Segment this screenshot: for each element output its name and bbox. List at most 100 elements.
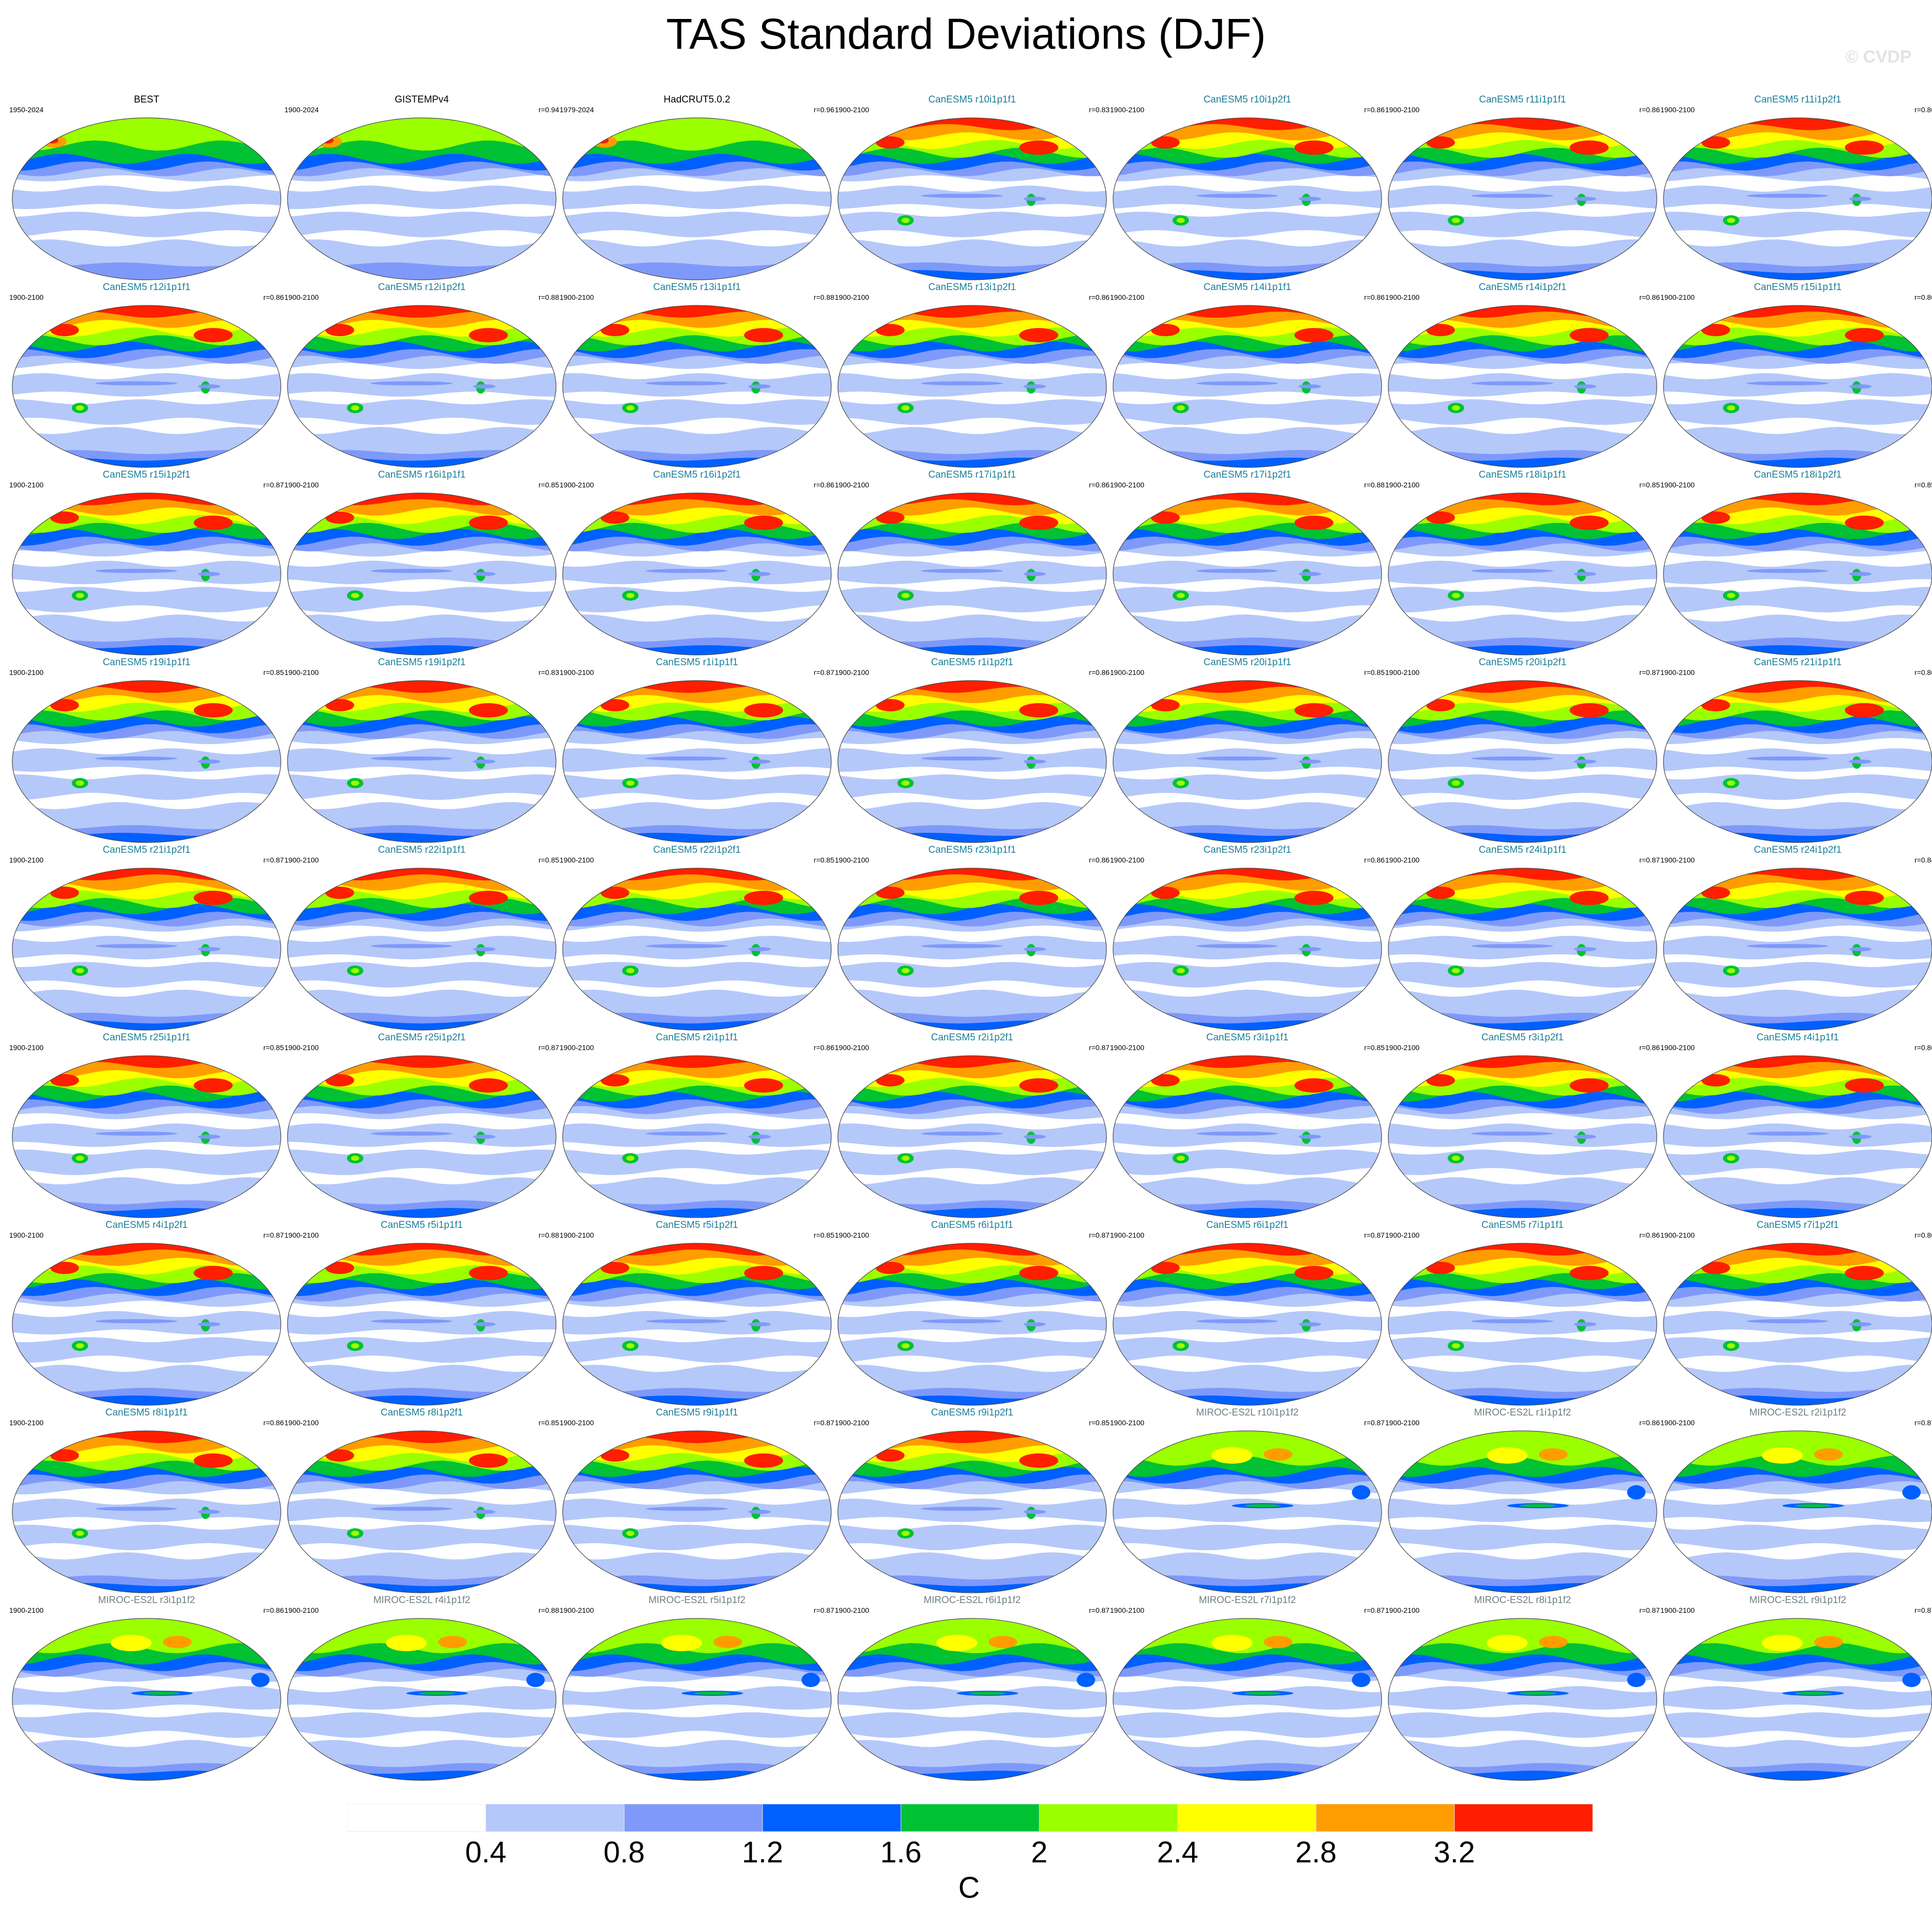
australia-anomaly (901, 968, 910, 973)
australia-anomaly (1452, 968, 1460, 973)
panel-years: 1900-2100 (284, 481, 319, 489)
map-plot (562, 680, 832, 843)
low-variability-band (1113, 363, 1382, 379)
map-plot (837, 868, 1107, 1031)
map-plot (12, 1430, 281, 1593)
warm-anomaly (1151, 699, 1180, 711)
map-plot (287, 1618, 557, 1781)
low-variability-band (1113, 1142, 1382, 1155)
map-border (1663, 868, 1932, 1031)
map-panel: CanESM5 r12i1p1f1 1900-2100 r=0.86 (8, 282, 285, 469)
map-border (1388, 493, 1657, 655)
panel-title: MIROC-ES2L r6i1p1f2 (923, 1595, 1021, 1606)
panel-correlation: r=0.87 (1639, 668, 1660, 676)
warm-anomaly (601, 699, 629, 711)
southern-ocean-band (1663, 645, 1932, 655)
warm-anomaly (1701, 1262, 1730, 1274)
panel-title: CanESM5 r13i1p2f1 (928, 282, 1016, 293)
warm-anomaly (1814, 1636, 1843, 1648)
panel-title: CanESM5 r8i1p2f1 (380, 1407, 463, 1418)
warm-anomaly (1151, 1074, 1180, 1086)
panel-correlation: r=0.86 (1364, 106, 1385, 114)
map-panel: BEST 1950-2024 (8, 94, 285, 282)
warm-anomaly (469, 516, 508, 530)
map-border (1663, 117, 1932, 280)
warm-anomaly (1294, 1266, 1333, 1280)
low-variability-band (1113, 1731, 1382, 1747)
map-border (837, 868, 1107, 1031)
panel-years: 1900-2100 (9, 1419, 44, 1427)
australia-anomaly (626, 1156, 634, 1161)
panel-years: 1900-2100 (1110, 668, 1144, 676)
equatorial-band (1299, 947, 1321, 951)
low-variability-band (838, 418, 1106, 434)
panel-correlation: r=0.86 (263, 1606, 284, 1614)
low-variability-band (838, 1488, 1106, 1505)
map-panel: CanESM5 r23i1p2f1 1900-2100 r=0.86 (1109, 845, 1386, 1032)
map-border (1663, 493, 1932, 655)
southern-ocean-band (1388, 1771, 1657, 1780)
southern-ocean-band (1113, 1771, 1382, 1780)
warm-anomaly (1426, 887, 1455, 899)
australia-anomaly (1452, 593, 1460, 598)
panel-correlation: r=0.86 (1088, 668, 1109, 676)
warm-anomaly (1627, 1485, 1646, 1500)
low-variability-band (838, 230, 1106, 247)
map-plot (1113, 1618, 1382, 1781)
warm-anomaly (1426, 1074, 1455, 1086)
equatorial-band (1849, 572, 1872, 576)
low-variability-band (563, 1168, 831, 1184)
panel-years: 1900-2100 (835, 1419, 869, 1427)
australia-anomaly (76, 1156, 84, 1161)
map-panel: CanESM5 r3i1p2f1 1900-2100 r=0.86 (1384, 1032, 1661, 1220)
warm-anomaly (1539, 1448, 1568, 1461)
panel-years: 1900-2100 (1110, 293, 1144, 301)
warm-anomaly (876, 887, 905, 899)
map-panel: MIROC-ES2L r3i1p1f2 1900-2100 r=0.86 (8, 1595, 285, 1782)
map-border (1113, 1243, 1382, 1406)
panel-title: BEST (134, 94, 159, 105)
equatorial-band (921, 569, 1003, 573)
panel-correlation: r=0.86 (1364, 293, 1385, 301)
low-variability-band (1388, 550, 1657, 567)
panel-correlation: r=0.87 (1364, 1606, 1385, 1614)
low-variability-band (838, 767, 1106, 779)
panel-title: CanESM5 r25i1p2f1 (378, 1032, 466, 1043)
map-plot (1113, 1055, 1382, 1218)
panel-years: 1900-2100 (9, 293, 44, 301)
low-variability-band (287, 1543, 556, 1560)
high-latitude-band (287, 118, 556, 151)
low-variability-band (563, 1301, 831, 1317)
panel-title: MIROC-ES2L r5i1p1f2 (648, 1595, 746, 1606)
warm-anomaly (1570, 891, 1609, 905)
panel-years: 1900-2100 (1660, 293, 1695, 301)
warm-anomaly (194, 328, 233, 342)
map-plot (837, 493, 1107, 655)
low-variability-band (1388, 1676, 1657, 1692)
map-border (1663, 1055, 1932, 1218)
high-latitude-band (12, 305, 281, 318)
equatorial-band (143, 1692, 180, 1695)
low-variability-band (1113, 1676, 1382, 1692)
map-border (287, 493, 557, 655)
panel-years: 1900-2100 (1110, 1606, 1144, 1614)
colorbar-tick-label: 2.4 (1157, 1836, 1199, 1869)
warm-anomaly (1019, 516, 1058, 530)
map-panel: CanESM5 r22i1p1f1 1900-2100 r=0.85 (283, 845, 560, 1032)
map-panel: CanESM5 r24i1p1f1 1900-2100 r=0.87 (1384, 845, 1661, 1032)
panel-correlation: r=0.87 (813, 668, 834, 676)
map-border (1113, 1430, 1382, 1593)
warm-anomaly (50, 699, 79, 711)
map-border (1663, 1430, 1932, 1593)
panel-years: 1900-2100 (1385, 1043, 1420, 1052)
map-panel: CanESM5 r14i1p2f1 1900-2100 r=0.86 (1384, 282, 1661, 469)
low-variability-band (838, 392, 1106, 404)
panel-years: 1900-2100 (1660, 1419, 1695, 1427)
equatorial-band (371, 1507, 453, 1511)
panel-years: 1900-2100 (560, 481, 594, 489)
equatorial-band (371, 756, 453, 761)
map-plot (837, 1430, 1107, 1593)
low-variability-band (12, 1676, 281, 1692)
panel-years: 1900-2100 (1660, 668, 1695, 676)
map-plot (12, 305, 281, 468)
